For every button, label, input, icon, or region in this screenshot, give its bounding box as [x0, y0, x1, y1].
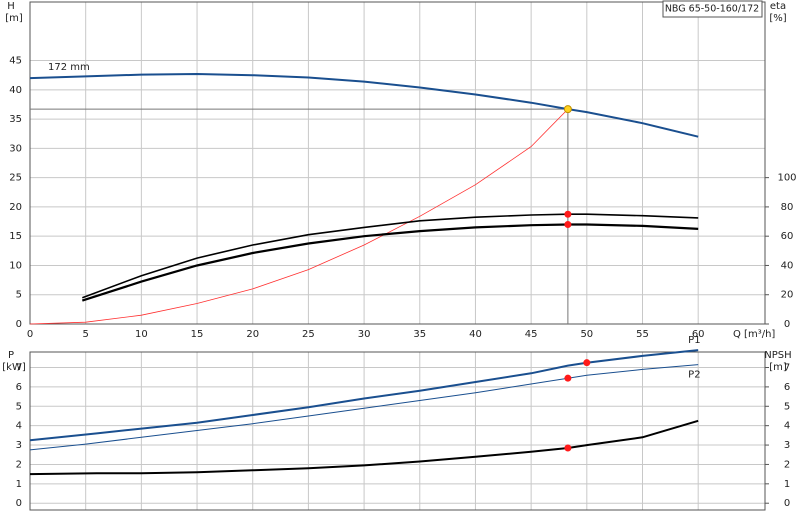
y2-tick-label: 100: [777, 173, 796, 184]
y2-tick-label: 80: [781, 202, 794, 213]
operating-point: [564, 210, 572, 218]
plot-frame: [29, 1, 766, 325]
operating-point: [564, 374, 572, 382]
y2-tick-label: 7: [784, 363, 790, 374]
chart-title: NBG 65-50-160/172: [665, 4, 759, 15]
plot-frame: [29, 351, 766, 511]
y-tick-label: 7: [16, 363, 22, 374]
y2-tick-label: 3: [784, 440, 790, 451]
curve: [29, 108, 569, 325]
operating-point: [564, 220, 572, 228]
y-tick-label: 5: [16, 290, 22, 301]
operating-point: [564, 444, 572, 452]
x-tick-label: 5: [82, 329, 88, 340]
y2-axis-unit: [%]: [769, 13, 786, 24]
x-tick-label: 15: [191, 329, 204, 340]
y-tick-label: 4: [16, 421, 22, 432]
x-tick-label: 0: [27, 329, 33, 340]
y-tick-label: 35: [9, 114, 22, 125]
y2-tick-label: 6: [784, 382, 790, 393]
x-tick-label: 50: [580, 329, 593, 340]
y2-tick-label: 5: [784, 401, 790, 412]
title-box: [662, 0, 763, 18]
y-axis-label: H: [7, 1, 15, 12]
y2-tick-label: 4: [784, 421, 790, 432]
y-tick-label: 2: [16, 459, 22, 470]
y-tick-label: 20: [9, 202, 22, 213]
x-tick-label: 45: [525, 329, 538, 340]
curve: [81, 223, 699, 302]
curve-label: P1: [688, 335, 700, 346]
y2-tick-label: 20: [781, 290, 794, 301]
y-tick-label: 10: [9, 260, 22, 271]
x-tick-label: 10: [135, 329, 148, 340]
y-tick-label: 0: [16, 498, 22, 509]
x-tick-label: 55: [636, 329, 649, 340]
y-tick-label: 25: [9, 173, 22, 184]
y-tick-label: 0: [16, 319, 22, 330]
curve: [82, 213, 699, 299]
y-tick-label: 15: [9, 231, 22, 242]
y-tick-label: 3: [16, 440, 22, 451]
x-tick-label: 60: [692, 329, 705, 340]
y2-axis-label: NPSH: [764, 350, 791, 361]
y2-tick-label: 1: [784, 479, 790, 490]
y2-tick-label: 40: [781, 260, 794, 271]
x-tick-label: 40: [469, 329, 482, 340]
x-tick-label: 35: [413, 329, 426, 340]
curve: [29, 364, 699, 451]
y2-tick-label: 60: [781, 231, 794, 242]
x-tick-label: 20: [246, 329, 259, 340]
y-tick-label: 40: [9, 85, 22, 96]
y2-tick-label: 0: [784, 498, 790, 509]
y2-axis-unit: [m]: [769, 362, 787, 373]
y-tick-label: 6: [16, 382, 22, 393]
y2-axis-label: eta: [770, 1, 786, 12]
y-tick-label: 30: [9, 143, 22, 154]
y2-tick-label: 2: [784, 459, 790, 470]
curve: [29, 72, 699, 138]
y2-tick-label: 0: [784, 319, 790, 330]
x-axis-label: Q [m³/h]: [733, 329, 775, 340]
y-tick-label: 1: [16, 479, 22, 490]
y-axis-unit: [kW]: [2, 362, 26, 373]
operating-point: [563, 105, 572, 114]
operating-point: [583, 359, 591, 367]
y-axis-label: P: [8, 350, 14, 361]
y-axis-unit: [m]: [5, 13, 23, 24]
curve-label: P2: [688, 370, 700, 381]
y-tick-label: 5: [16, 401, 22, 412]
y-tick-label: 45: [9, 56, 22, 67]
x-tick-label: 25: [302, 329, 315, 340]
curve-label: 172 mm: [48, 62, 90, 73]
curve: [29, 419, 699, 476]
x-tick-label: 30: [358, 329, 371, 340]
